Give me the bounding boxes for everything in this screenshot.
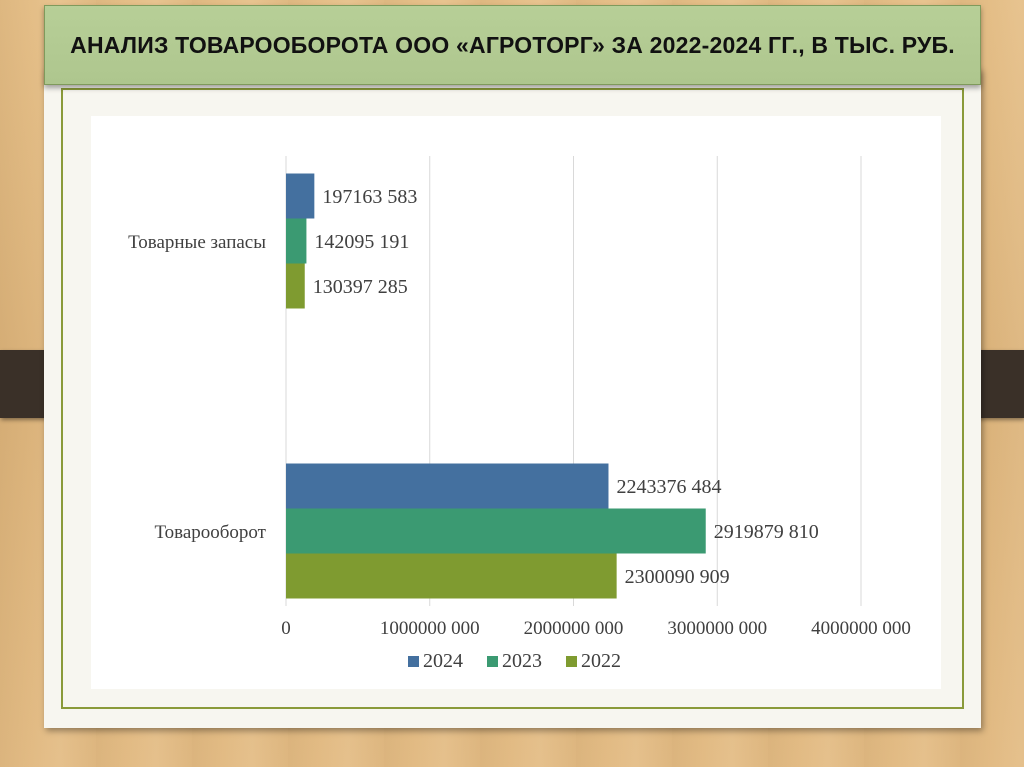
x-tick-label: 3000000 000: [667, 618, 767, 639]
legend-swatch-2024: [408, 656, 419, 667]
bar-2022: [286, 553, 617, 599]
data-label: 197163 583: [322, 186, 417, 208]
slide-title: АНАЛИЗ ТОВАРООБОРОТА ООО «АГРОТОРГ» ЗА 2…: [70, 32, 955, 58]
data-label: 130397 285: [313, 276, 408, 298]
slide-frame: [61, 88, 964, 709]
bar-2023: [286, 508, 706, 554]
title-banner: АНАЛИЗ ТОВАРООБОРОТА ООО «АГРОТОРГ» ЗА 2…: [44, 5, 981, 85]
legend-label-2022: 2022: [581, 650, 621, 672]
bar-2024: [286, 173, 315, 219]
bar-2023: [286, 218, 307, 264]
data-label: 2243376 484: [616, 476, 721, 498]
category-label: Товарооборот: [154, 522, 266, 543]
x-tick-label: 0: [281, 618, 291, 639]
data-label: 142095 191: [314, 231, 409, 253]
x-tick-label: 2000000 000: [524, 618, 624, 639]
legend-label-2024: 2024: [423, 650, 463, 672]
legend-swatch-2022: [566, 656, 577, 667]
bar-2024: [286, 463, 609, 509]
bar-2022: [286, 263, 305, 309]
category-label: Товарные запасы: [128, 232, 266, 253]
legend-label-2023: 2023: [502, 650, 542, 672]
x-tick-label: 1000000 000: [380, 618, 480, 639]
x-tick-label: 4000000 000: [811, 618, 911, 639]
bar-chart: 0 1000000 000 2000000 000 3000000 000 400000…: [128, 156, 911, 672]
data-label: 2300090 909: [625, 566, 730, 588]
chart-area: 0 1000000 000 2000000 000 3000000 000 400000…: [91, 116, 941, 689]
legend-swatch-2023: [487, 656, 498, 667]
data-label: 2919879 810: [714, 521, 819, 543]
